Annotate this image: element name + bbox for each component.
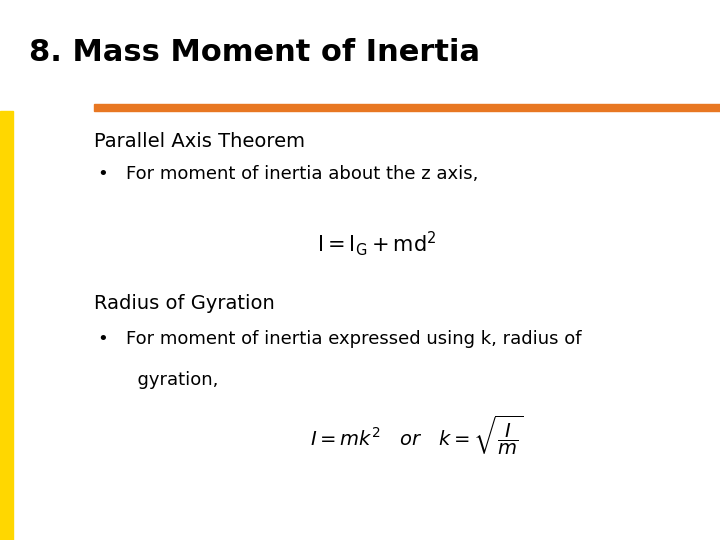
Text: Radius of Gyration: Radius of Gyration <box>94 294 274 313</box>
Text: For moment of inertia about the z axis,: For moment of inertia about the z axis, <box>126 165 478 183</box>
Text: $\mathsf{I = I_G + md^2}$: $\mathsf{I = I_G + md^2}$ <box>317 230 436 258</box>
Text: •: • <box>97 165 108 183</box>
Text: •: • <box>97 330 108 348</box>
Text: Parallel Axis Theorem: Parallel Axis Theorem <box>94 132 305 151</box>
Text: $I = mk^2 \quad \mathit{or} \quad k = \sqrt{\dfrac{I}{m}}$: $I = mk^2 \quad \mathit{or} \quad k = \s… <box>310 413 523 456</box>
Text: For moment of inertia expressed using k, radius of: For moment of inertia expressed using k,… <box>126 330 582 348</box>
Text: 8. Mass Moment of Inertia: 8. Mass Moment of Inertia <box>29 38 480 67</box>
Bar <box>0 111 13 540</box>
Text: gyration,: gyration, <box>126 371 218 389</box>
Bar <box>94 104 720 111</box>
